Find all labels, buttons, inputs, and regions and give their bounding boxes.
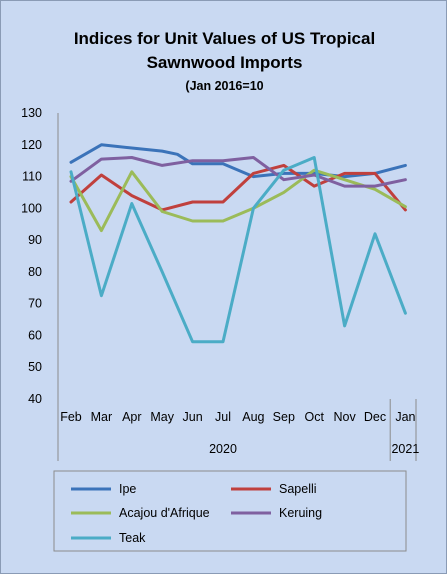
y-tick-label: 50 [28,360,42,374]
x-tick-label: Nov [333,410,356,424]
x-tick-label: Jun [183,410,203,424]
x-tick-label: Jan [395,410,415,424]
x-tick-label: Feb [60,410,82,424]
y-tick-label: 40 [28,392,42,406]
legend-label: Sapelli [279,482,317,496]
legend-label: Acajou d'Afrique [119,506,210,520]
x-year-label: 2021 [391,442,419,456]
x-tick-label: Sep [273,410,295,424]
y-tick-label: 80 [28,265,42,279]
chart-title-line-2: Sawnwood Imports [146,53,303,72]
x-tick-label: Aug [242,410,264,424]
series-line [69,156,407,188]
x-tick-label: Jul [215,410,231,424]
legend-box [53,470,407,552]
y-tick-label: 70 [28,297,42,311]
y-tick-label: 130 [21,106,42,120]
legend-label: Keruing [279,506,322,520]
series-line [69,156,407,344]
x-tick-label: Mar [91,410,113,424]
x-year-label: 2020 [209,442,237,456]
y-tick-label: 120 [21,138,42,152]
x-tick-label: Dec [364,410,386,424]
y-tick-label: 110 [22,170,42,184]
plot-area [58,113,416,399]
chart-title-line-1: Indices for Unit Values of US Tropical [73,29,376,48]
series-line [69,163,407,212]
series-line [69,143,407,179]
legend-label: Ipe [119,482,136,496]
x-tick-label: May [150,410,174,424]
y-tick-label: 60 [28,328,42,342]
x-tick-label: Oct [304,410,324,424]
legend-label: Teak [119,531,146,545]
series-line [69,168,407,233]
y-tick-label: 90 [28,233,42,247]
x-tick-label: Apr [122,410,141,424]
chart-subtitle: (Jan 2016=10 [185,79,264,93]
y-tick-label: 100 [21,201,42,215]
